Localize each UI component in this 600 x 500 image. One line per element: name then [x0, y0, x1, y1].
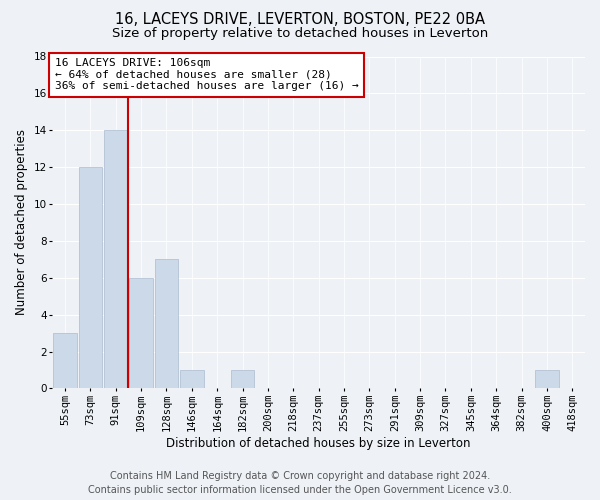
- Bar: [535, 370, 559, 388]
- Bar: [104, 130, 127, 388]
- Text: Contains HM Land Registry data © Crown copyright and database right 2024.
Contai: Contains HM Land Registry data © Crown c…: [88, 471, 512, 495]
- Bar: [79, 167, 102, 388]
- Bar: [231, 370, 254, 388]
- Bar: [53, 333, 77, 388]
- Y-axis label: Number of detached properties: Number of detached properties: [15, 130, 28, 316]
- Bar: [130, 278, 153, 388]
- Text: Size of property relative to detached houses in Leverton: Size of property relative to detached ho…: [112, 28, 488, 40]
- X-axis label: Distribution of detached houses by size in Leverton: Distribution of detached houses by size …: [166, 437, 471, 450]
- Bar: [155, 260, 178, 388]
- Bar: [180, 370, 203, 388]
- Text: 16 LACEYS DRIVE: 106sqm
← 64% of detached houses are smaller (28)
36% of semi-de: 16 LACEYS DRIVE: 106sqm ← 64% of detache…: [55, 58, 359, 92]
- Text: 16, LACEYS DRIVE, LEVERTON, BOSTON, PE22 0BA: 16, LACEYS DRIVE, LEVERTON, BOSTON, PE22…: [115, 12, 485, 28]
